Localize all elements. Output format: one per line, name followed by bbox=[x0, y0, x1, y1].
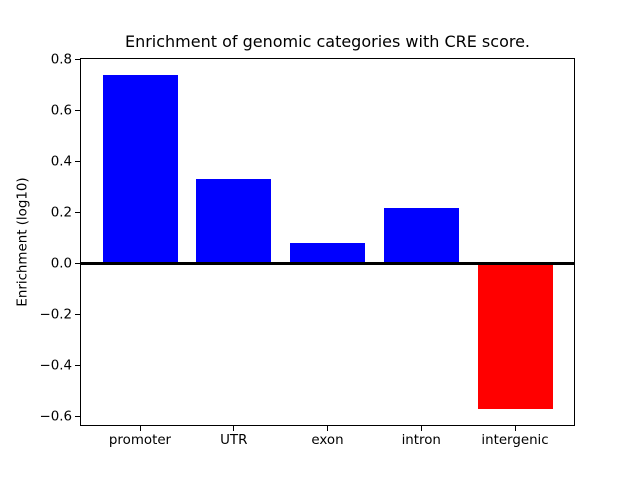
zero-line bbox=[80, 262, 575, 265]
x-tick-mark bbox=[327, 426, 328, 431]
chart-title: Enrichment of genomic categories with CR… bbox=[124, 32, 531, 51]
x-tick-mark bbox=[233, 426, 235, 431]
bar-intergenic bbox=[477, 263, 553, 410]
x-tick-label-exon: exon bbox=[311, 433, 344, 448]
y-tick-mark bbox=[75, 416, 80, 418]
x-tick-label-UTR: UTR bbox=[220, 433, 248, 448]
y-tick-mark bbox=[75, 263, 80, 265]
x-tick-label-promoter: promoter bbox=[108, 433, 172, 448]
x-tick-label-intron: intron bbox=[401, 433, 441, 448]
bar-exon bbox=[290, 243, 365, 264]
y-tick-label: 0.6 bbox=[50, 102, 72, 118]
y-tick-label: −0.2 bbox=[39, 307, 72, 323]
bar-UTR bbox=[196, 179, 272, 264]
y-tick-mark bbox=[75, 59, 80, 61]
y-tick-label: −0.4 bbox=[39, 358, 72, 374]
x-tick-label-intergenic: intergenic bbox=[481, 433, 549, 448]
y-axis-label: Enrichment (log10) bbox=[15, 177, 31, 307]
y-tick-mark bbox=[75, 110, 80, 112]
x-tick-mark bbox=[514, 426, 516, 431]
y-tick-label: 0.4 bbox=[50, 153, 72, 169]
y-tick-mark bbox=[75, 365, 80, 367]
y-tick-label: 0.2 bbox=[50, 204, 72, 220]
y-tick-label: 0.8 bbox=[50, 51, 72, 67]
bar-intron bbox=[383, 207, 459, 264]
y-tick-mark bbox=[75, 161, 80, 163]
bar-promoter bbox=[102, 74, 178, 264]
x-tick-mark bbox=[139, 426, 141, 431]
x-tick-mark bbox=[420, 426, 422, 431]
y-tick-mark bbox=[75, 212, 80, 214]
y-tick-label: 0.0 bbox=[50, 255, 72, 271]
y-tick-mark bbox=[75, 314, 80, 316]
y-tick-label: −0.6 bbox=[39, 409, 72, 425]
